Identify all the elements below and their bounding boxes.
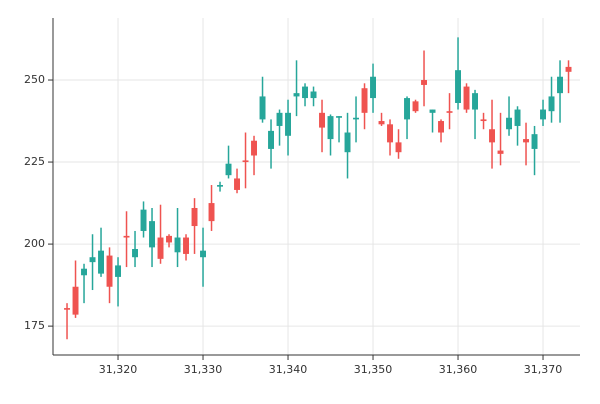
candle-body xyxy=(480,119,487,122)
x-tick-label: 31,330 xyxy=(184,363,223,376)
candle-body xyxy=(81,268,87,276)
candle-body xyxy=(64,308,70,310)
candle-body xyxy=(438,121,444,133)
candle-body xyxy=(523,139,529,143)
candle-body xyxy=(166,235,172,243)
candle-body xyxy=(259,96,266,120)
candle-body xyxy=(89,257,96,263)
y-tick-label: 250 xyxy=(24,73,45,86)
candle-body xyxy=(157,237,164,259)
candle-body xyxy=(344,132,351,153)
candle-body xyxy=(123,235,130,238)
candle-body xyxy=(378,121,385,125)
candle-body xyxy=(242,160,249,163)
candle-body xyxy=(234,178,240,190)
x-tick-label: 31,340 xyxy=(269,363,308,376)
candle-body xyxy=(463,86,470,110)
candle-body xyxy=(455,70,461,103)
candle-body xyxy=(565,66,572,72)
candle-body xyxy=(387,124,393,143)
candle-body xyxy=(72,286,79,315)
candle-body xyxy=(285,112,291,136)
candle-body xyxy=(268,130,274,149)
candle-body xyxy=(293,93,300,97)
candle-body xyxy=(540,109,546,120)
candle-body xyxy=(489,129,495,143)
candle-body xyxy=(497,150,504,154)
candle-body xyxy=(276,112,283,126)
candle-body xyxy=(106,255,113,287)
candle-body xyxy=(191,207,198,227)
candle-body xyxy=(310,91,317,99)
candle-body xyxy=(174,237,181,253)
candle-body xyxy=(506,117,512,130)
candle-body xyxy=(140,209,147,231)
candle-body xyxy=(531,134,538,149)
candle-body xyxy=(225,163,232,176)
candle-body xyxy=(183,237,189,254)
y-tick-label: 175 xyxy=(24,319,45,332)
candle-body xyxy=(404,98,410,120)
candle-body xyxy=(514,109,521,126)
candle-body xyxy=(548,96,555,112)
candle-body xyxy=(395,142,402,153)
candle-body xyxy=(353,117,359,120)
candle-body xyxy=(132,249,138,258)
x-tick-label: 31,350 xyxy=(354,363,393,376)
candle-body xyxy=(98,250,104,274)
candle-body xyxy=(361,88,368,113)
candle-body xyxy=(319,112,325,128)
candle-body xyxy=(557,76,563,94)
candle-body xyxy=(217,185,223,187)
candle-body xyxy=(370,76,376,99)
candle-body xyxy=(200,250,206,258)
candle-body xyxy=(327,116,334,140)
candle-body xyxy=(429,109,436,113)
candle-body xyxy=(208,203,215,222)
candle-body xyxy=(446,111,453,113)
candle-body xyxy=(336,116,342,118)
candle-body xyxy=(472,93,478,110)
candle-body xyxy=(251,140,257,156)
y-tick-label: 200 xyxy=(24,237,45,250)
y-tick-label: 225 xyxy=(24,155,45,168)
candle-body xyxy=(421,80,427,85)
x-tick-label: 31,320 xyxy=(99,363,138,376)
candle-body xyxy=(115,265,121,277)
x-tick-label: 31,370 xyxy=(524,363,563,376)
x-tick-label: 31,360 xyxy=(439,363,478,376)
candle-body xyxy=(302,86,308,99)
candle-body xyxy=(149,221,155,248)
candle-body xyxy=(412,101,419,112)
